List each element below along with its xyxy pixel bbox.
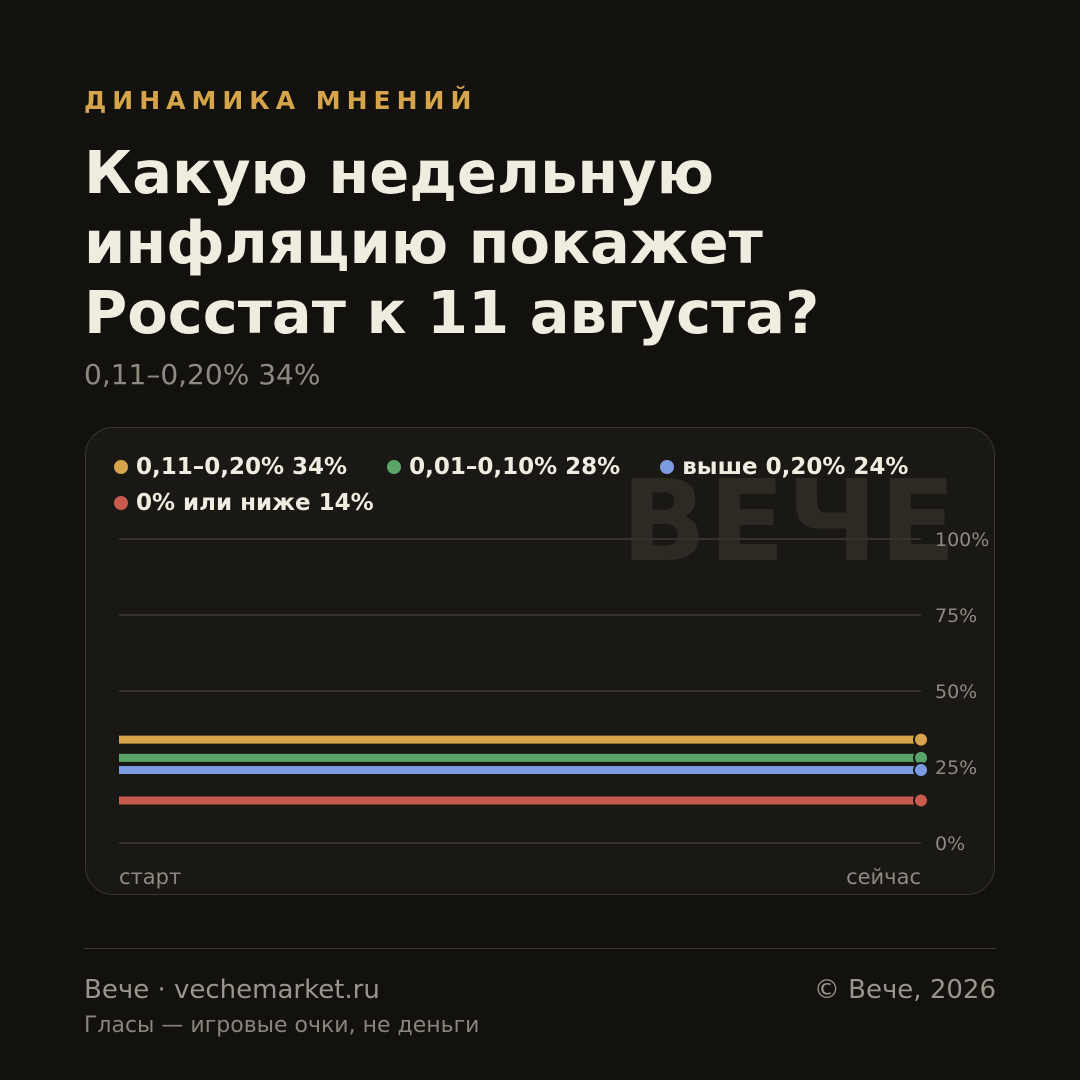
y-tick-label: 75% [935,605,977,627]
page-title: Какую недельную инфляцию покажет Росстат… [84,138,820,347]
leading-outcome: 0,11–0,20% 34% [84,358,321,391]
y-tick-label: 50% [935,681,977,703]
chart-card: ВЕЧЕ 0,11–0,20% 34% 0,01–0,10% 28% выше 0,… [85,427,995,895]
y-tick-label: 100% [935,529,989,551]
watermark-logo: ВЕЧЕ [621,457,958,587]
legend-item: выше 0,20% 24% [660,452,908,482]
legend-swatch-icon [114,460,128,474]
x-tick-label: сейчас [846,865,921,889]
footer-divider [84,948,996,949]
kicker: ДИНАМИКА МНЕНИЙ [84,86,478,115]
legend-swatch-icon [660,460,675,474]
legend-label: 0,11–0,20% 34% [136,454,348,480]
legend-swatch-icon [114,496,128,510]
footer-copyright: © Вече, 2026 [813,975,996,1005]
line-chart: 0% 25% 50% 75% 100% старт сейчас [119,529,989,889]
series-endpoint [913,762,929,779]
chart-legend: 0,11–0,20% 34% 0,01–0,10% 28% выше 0,20% 2… [114,452,974,518]
legend-item: 0,11–0,20% 34% [114,452,347,482]
series-endpoint [913,792,929,809]
legend-item: 0,01–0,10% 28% [387,452,620,482]
x-tick-label: старт [119,865,181,889]
series-endpoint [913,731,929,748]
legend-label: 0% или ниже 14% [136,490,374,516]
legend-label: выше 0,20% 24% [682,454,909,480]
y-tick-label: 25% [935,757,977,779]
footer-site: Вече · vechemarket.ru [84,975,380,1005]
y-tick-label: 0% [935,833,965,855]
legend-swatch-icon [387,460,402,474]
footer-disclaimer: Гласы — игровые очки, не деньги [84,1013,480,1038]
legend-label: 0,01–0,10% 28% [409,454,621,480]
legend-item: 0% или ниже 14% [114,488,374,518]
